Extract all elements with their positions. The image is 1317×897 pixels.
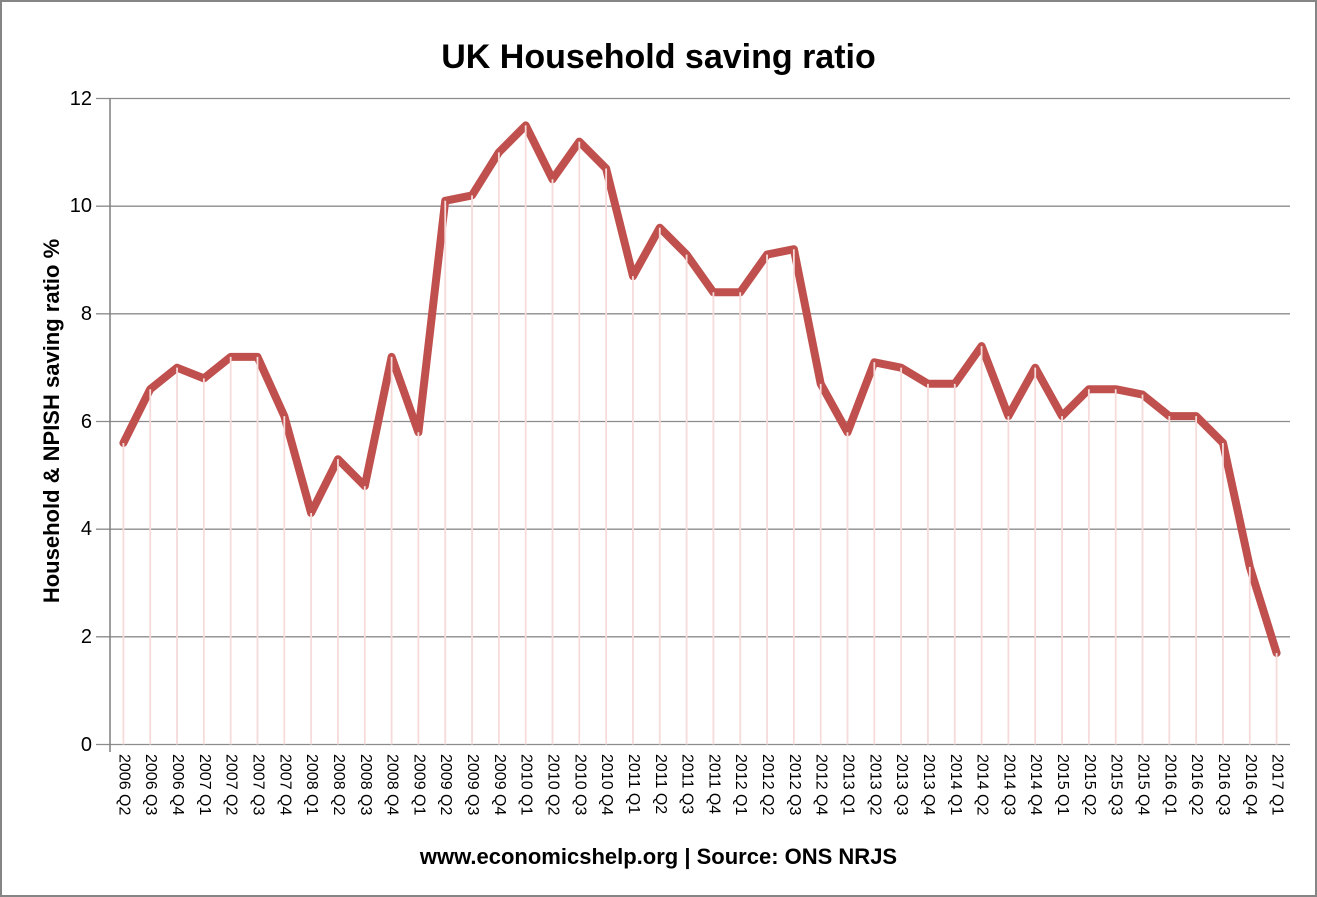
x-tick-label: 2011 Q2	[651, 754, 669, 815]
x-tick-label: 2008 Q3	[356, 754, 374, 816]
x-tick-label: 2015 Q2	[1080, 754, 1098, 816]
x-tick-label: 2012 Q1	[732, 754, 750, 816]
x-tick-label: 2013 Q3	[893, 754, 911, 816]
x-tick-label: 2014 Q1	[946, 754, 964, 816]
x-tick-label: 2016 Q1	[1161, 754, 1179, 816]
x-tick-label: 2013 Q1	[839, 754, 857, 816]
x-tick-label: 2013 Q2	[866, 754, 884, 816]
x-tick-label: 2017 Q1	[1268, 754, 1286, 816]
x-tick-label: 2009 Q4	[490, 754, 508, 816]
x-tick-label: 2011 Q4	[705, 754, 723, 815]
x-tick-label: 2007 Q4	[276, 754, 294, 816]
x-tick-label: 2012 Q3	[785, 754, 803, 816]
x-tick-label: 2009 Q3	[464, 754, 482, 816]
x-tick-label: 2012 Q4	[812, 754, 830, 816]
x-tick-label: 2010 Q2	[544, 754, 562, 816]
y-tick-label-6: 6	[80, 410, 92, 433]
x-tick-label: 2016 Q3	[1214, 754, 1232, 816]
x-tick-label: 2012 Q2	[759, 754, 777, 816]
x-tick-label: 2006 Q4	[169, 754, 187, 816]
y-tick-label-10: 10	[69, 195, 92, 218]
y-tick-label-0: 0	[80, 733, 92, 756]
x-tick-label: 2008 Q1	[303, 754, 321, 816]
x-tick-label: 2009 Q2	[437, 754, 455, 816]
x-tick-label: 2014 Q3	[1000, 754, 1018, 816]
x-tick-label: 2007 Q1	[195, 754, 213, 816]
chart-title: UK Household saving ratio	[441, 38, 876, 76]
x-tick-label: 2008 Q2	[329, 754, 347, 816]
y-tick-label-4: 4	[80, 518, 92, 541]
y-tick-label-12: 12	[69, 87, 92, 110]
x-tick-label: 2009 Q1	[410, 754, 428, 816]
y-tick-label-2: 2	[80, 625, 92, 648]
x-tick-label: 2010 Q4	[598, 754, 616, 816]
x-tick-label: 2016 Q4	[1241, 754, 1259, 816]
x-tick-label: 2006 Q2	[115, 754, 133, 816]
x-tick-label: 2006 Q3	[142, 754, 160, 816]
x-tick-label: 2013 Q4	[919, 754, 937, 816]
x-tick-label: 2015 Q1	[1054, 754, 1072, 816]
x-tick-label: 2007 Q3	[249, 754, 267, 816]
x-tick-label: 2016 Q2	[1188, 754, 1206, 816]
x-tick-label: 2011 Q1	[624, 754, 642, 815]
source-caption: www.economicshelp.org | Source: ONS NRJS	[419, 844, 898, 869]
x-tick-label: 2010 Q3	[571, 754, 589, 816]
x-tick-label: 2014 Q2	[973, 754, 991, 816]
y-tick-label-8: 8	[80, 302, 92, 325]
x-tick-label: 2015 Q3	[1107, 754, 1125, 816]
x-tick-label: 2015 Q4	[1134, 754, 1152, 816]
x-tick-label: 2010 Q1	[517, 754, 535, 816]
x-tick-label: 2007 Q2	[222, 754, 240, 816]
saving-ratio-line	[119, 121, 1281, 657]
x-tick-label: 2008 Q4	[383, 754, 401, 816]
x-tick-label: 2011 Q3	[678, 754, 696, 815]
x-tick-label: 2014 Q4	[1027, 754, 1045, 816]
